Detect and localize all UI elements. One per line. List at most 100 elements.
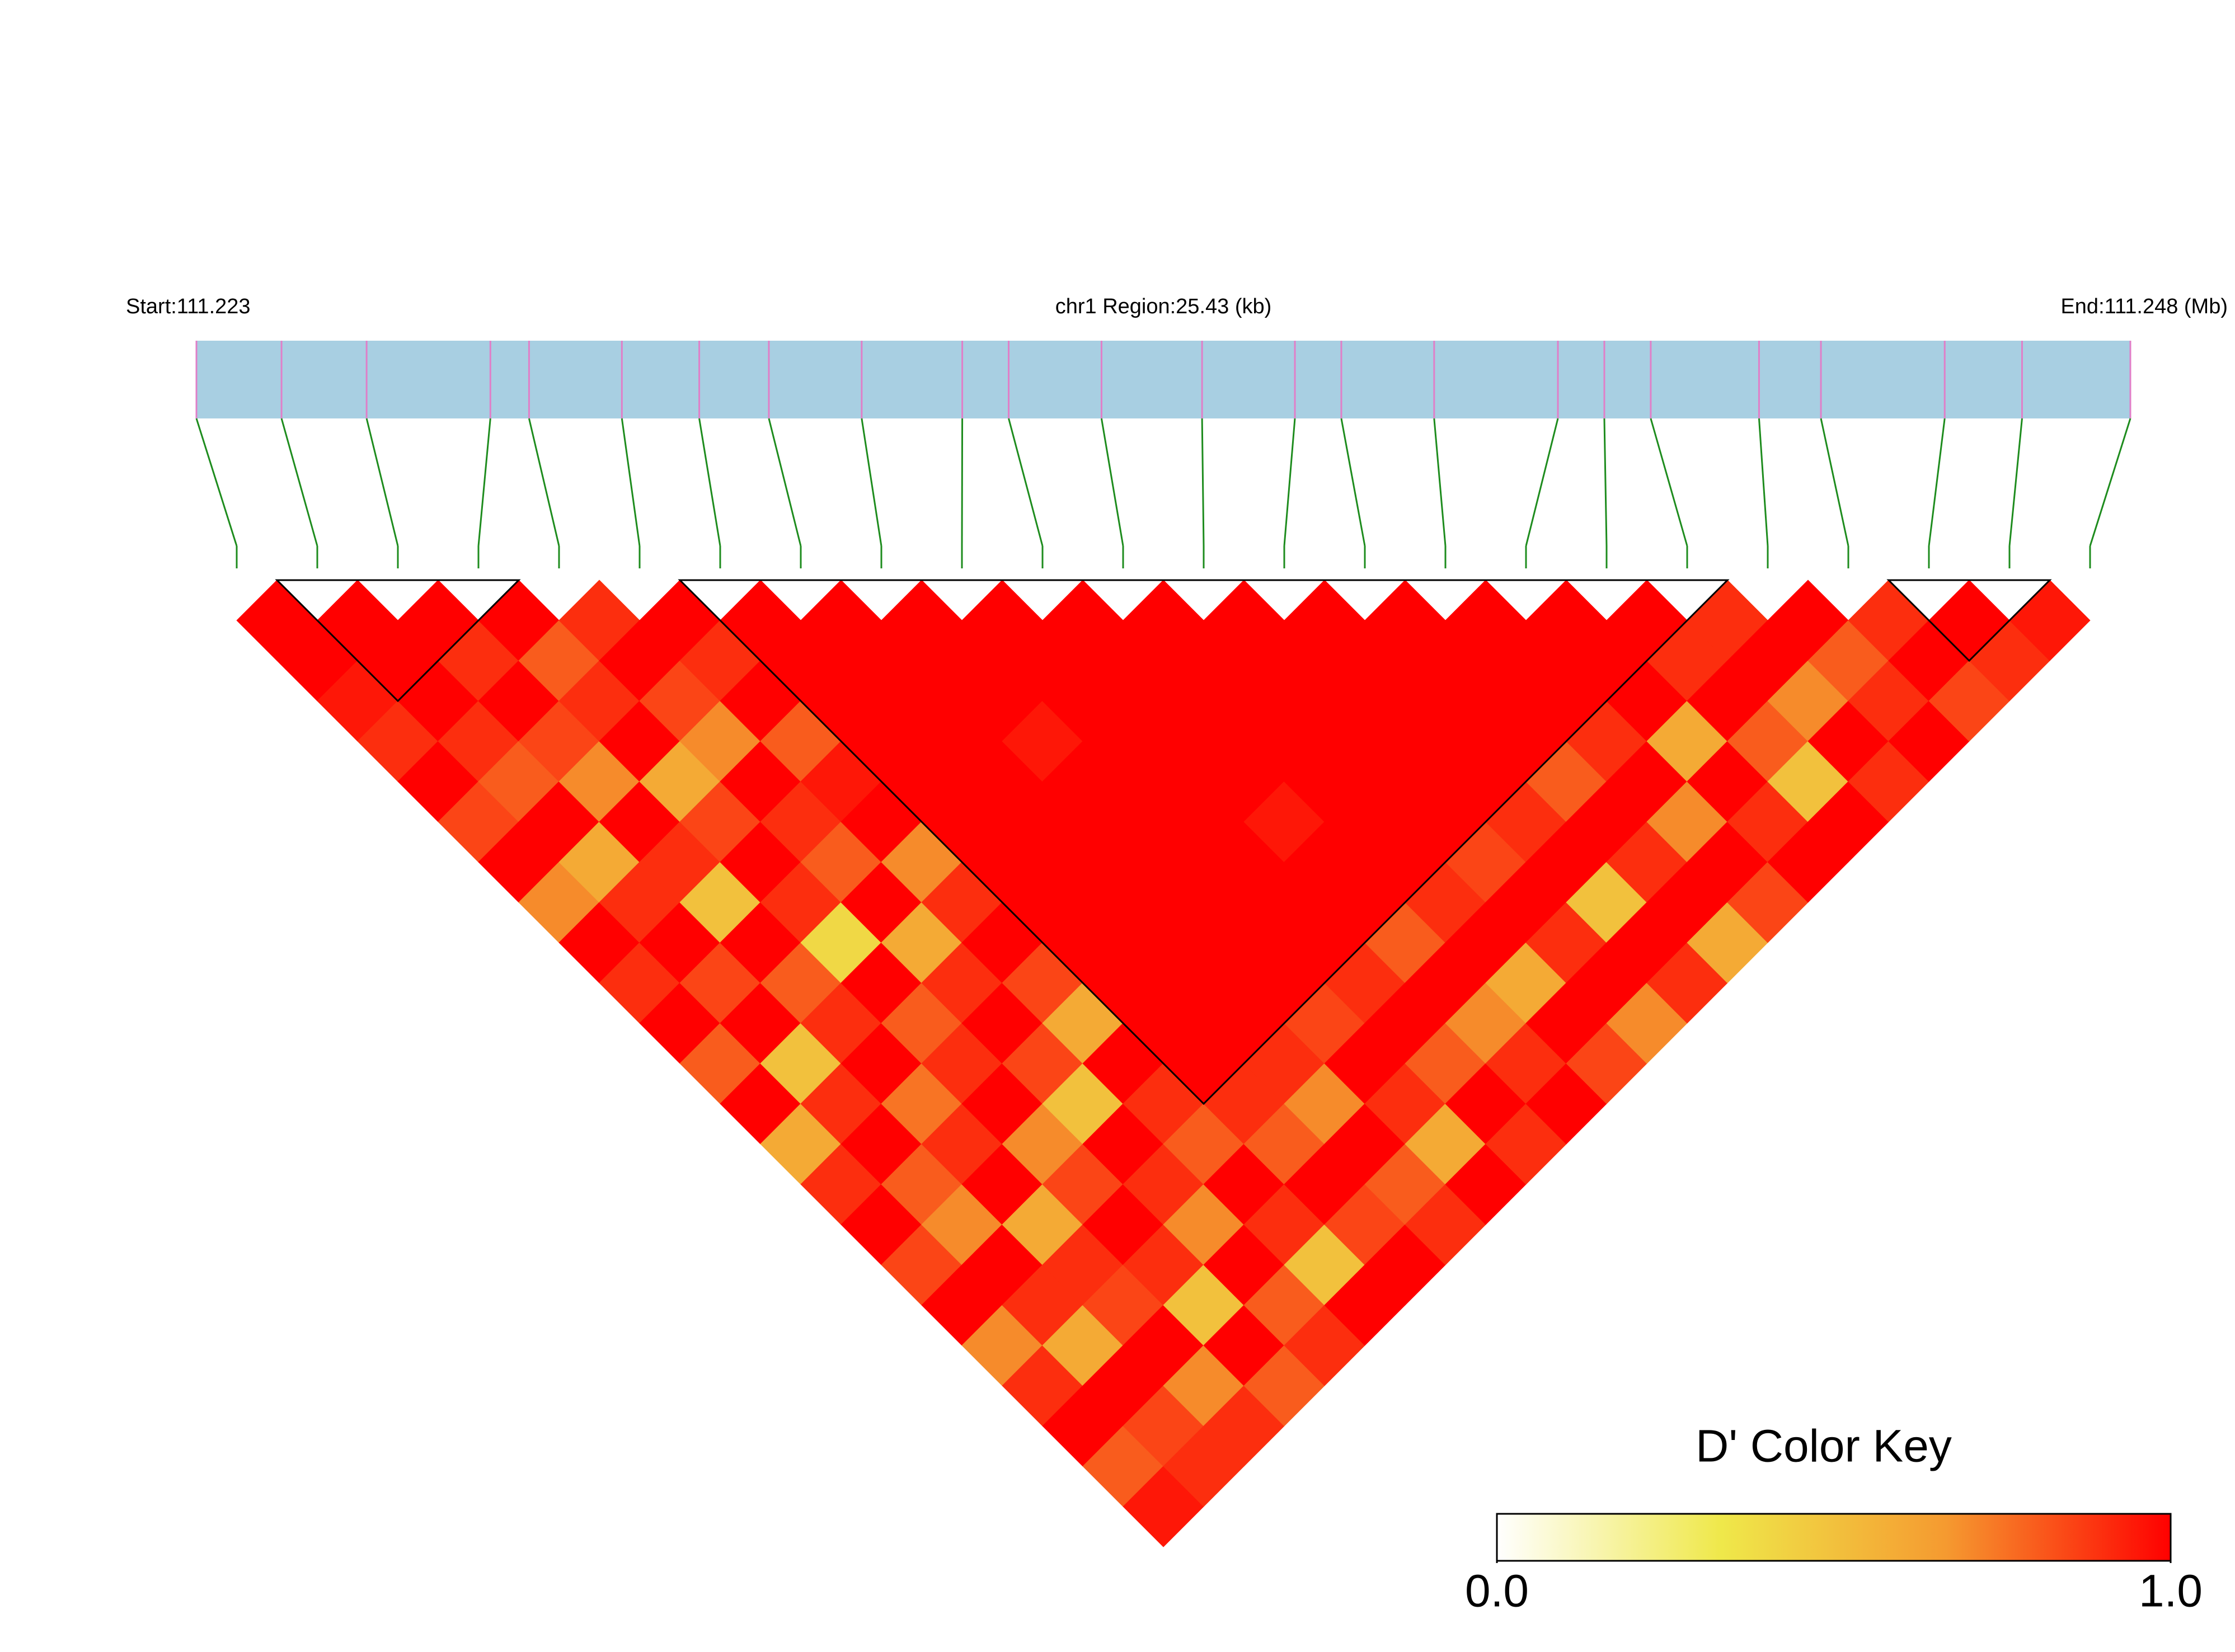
ld-cell bbox=[1042, 1063, 1124, 1145]
ld-cell bbox=[720, 1063, 801, 1145]
ld-cell bbox=[679, 862, 761, 943]
ld-cell bbox=[961, 580, 1043, 661]
ld-cell bbox=[1646, 862, 1728, 943]
ld-cell bbox=[1243, 862, 1325, 943]
ld-cell bbox=[1123, 741, 1204, 822]
colorbar-tick-label: 1.0 bbox=[2139, 1566, 2203, 1617]
ld-cell bbox=[397, 580, 479, 661]
ld-cell bbox=[1042, 982, 1124, 1064]
ld-cell bbox=[276, 620, 358, 702]
snp-link bbox=[768, 418, 802, 547]
ld-cell bbox=[760, 620, 842, 702]
ld-cell bbox=[1243, 781, 1325, 863]
ld-cell bbox=[1807, 781, 1889, 863]
ld-cell bbox=[1123, 580, 1204, 661]
ld-cell bbox=[1405, 781, 1486, 863]
ld-cell bbox=[317, 660, 398, 742]
ld-cell bbox=[1848, 660, 1929, 742]
ld-cell bbox=[1848, 580, 1929, 661]
ld-cell bbox=[558, 741, 640, 822]
ld-cell bbox=[679, 700, 761, 782]
ld-cell bbox=[1646, 620, 1728, 702]
ld-cell bbox=[881, 1063, 962, 1145]
ld-cell bbox=[1445, 902, 1527, 983]
ld-cell bbox=[679, 942, 761, 1024]
ld-cell bbox=[1485, 1023, 1567, 1104]
snp-link bbox=[1008, 418, 1044, 547]
ld-cell bbox=[1606, 660, 1688, 742]
ld-cell bbox=[760, 1023, 842, 1104]
ld-cell bbox=[921, 942, 1003, 1024]
ld-cell bbox=[438, 781, 519, 863]
ld-cell bbox=[1566, 620, 1647, 702]
ld-cell bbox=[1566, 700, 1647, 782]
ld-cell bbox=[1042, 660, 1124, 742]
ld-cell bbox=[1364, 741, 1446, 822]
ld-cell bbox=[1485, 781, 1567, 863]
ld-cell bbox=[1364, 660, 1446, 742]
snp-link bbox=[365, 418, 399, 547]
ld-cell bbox=[1606, 821, 1688, 903]
ld-cell bbox=[961, 741, 1043, 822]
ld-cell bbox=[236, 580, 318, 661]
ld-cell bbox=[800, 1143, 882, 1225]
ld-cell bbox=[760, 700, 842, 782]
ld-cell bbox=[1284, 1063, 1365, 1145]
ld-cell bbox=[1687, 821, 1768, 903]
ld-cell bbox=[841, 1184, 922, 1265]
ld-block bbox=[1886, 579, 2052, 662]
snp-link bbox=[1928, 418, 1946, 547]
snp-link bbox=[1283, 418, 1296, 547]
start-label: Start:111.223 bbox=[126, 295, 251, 318]
ld-cell bbox=[438, 700, 519, 782]
ld-cell bbox=[639, 821, 721, 903]
ld-cell bbox=[1969, 620, 2050, 702]
ld-cell bbox=[1606, 580, 1688, 661]
ld-cell bbox=[720, 660, 801, 742]
ld-cell bbox=[961, 982, 1043, 1064]
ld-cell bbox=[639, 982, 721, 1064]
ld-cell bbox=[881, 741, 962, 822]
ld-cell bbox=[1485, 862, 1567, 943]
ld-cell bbox=[1082, 620, 1164, 702]
ld-cell bbox=[1646, 942, 1728, 1024]
ld-cell bbox=[1405, 1023, 1486, 1104]
snp-link bbox=[2089, 418, 2131, 547]
ld-cell bbox=[1203, 741, 1285, 822]
ld-cell bbox=[1928, 580, 2010, 661]
ld-cell bbox=[1364, 982, 1446, 1064]
ld-cell bbox=[1123, 660, 1204, 742]
ld-cell bbox=[639, 580, 721, 661]
ld-cell bbox=[881, 982, 962, 1064]
ld-cell bbox=[478, 741, 560, 822]
ld-cell bbox=[1807, 700, 1889, 782]
ld-cell bbox=[1525, 1063, 1607, 1145]
ld-cell bbox=[1525, 902, 1607, 983]
ld-cell bbox=[841, 620, 922, 702]
ld-cell bbox=[599, 942, 680, 1024]
ld-cell bbox=[1284, 902, 1365, 983]
snp-link bbox=[1340, 418, 1366, 547]
ld-cell bbox=[1082, 700, 1164, 782]
position-bar bbox=[196, 341, 2130, 418]
ld-cell bbox=[679, 1023, 761, 1104]
ld-cell bbox=[1163, 942, 1245, 1024]
ld-cell bbox=[1727, 620, 1809, 702]
ld-cell bbox=[2009, 580, 2091, 661]
ld-cell bbox=[760, 862, 842, 943]
ld-cell bbox=[921, 620, 1003, 702]
ld-cell bbox=[1566, 781, 1647, 863]
ld-cell bbox=[1364, 1063, 1446, 1145]
snp-link bbox=[2008, 418, 2023, 547]
ld-cell bbox=[961, 821, 1043, 903]
ld-cell bbox=[1042, 1143, 1124, 1225]
snp-link bbox=[1100, 418, 1124, 547]
ld-cell bbox=[841, 862, 922, 943]
ld-cell bbox=[1364, 580, 1446, 661]
ld-cell bbox=[1324, 781, 1406, 863]
ld-cell bbox=[1606, 741, 1688, 822]
ld-cell bbox=[1002, 781, 1083, 863]
snp-link bbox=[1433, 418, 1447, 547]
ld-cell bbox=[1445, 741, 1527, 822]
ld-cell bbox=[438, 620, 519, 702]
